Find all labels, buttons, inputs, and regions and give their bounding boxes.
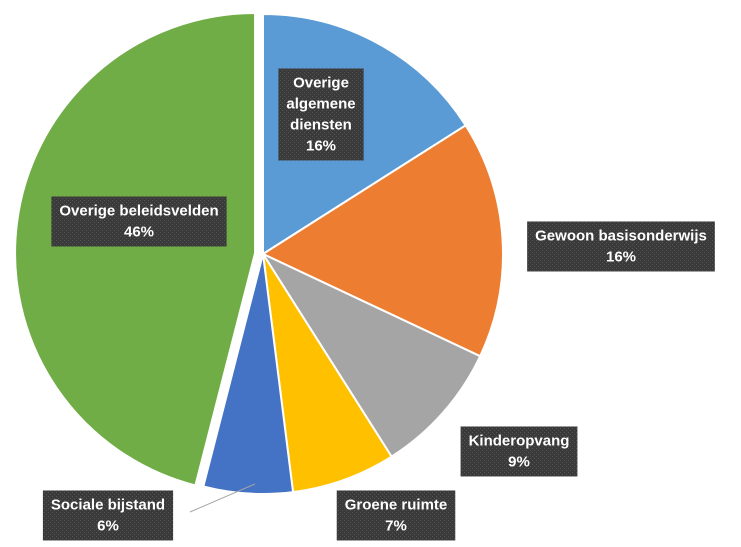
value-label: 6% [97,517,119,534]
label-box [42,490,174,541]
label-box [336,490,456,541]
category-label: Gewoon basisonderwijs [535,227,707,244]
category-label: Overige beleidsvelden [59,202,218,219]
pie-slice [260,124,504,358]
pie-slice [202,253,295,495]
label-box [527,221,715,272]
value-label: 46% [124,223,154,240]
label-box [278,68,364,161]
value-label: 7% [385,517,407,534]
category-label: Overige algemene diensten [286,74,355,133]
pie [14,11,504,495]
data-label: Gewoon basisonderwijs 16% [527,221,715,272]
label-box [460,426,578,477]
data-label: Overige beleidsvelden 46% [51,196,227,247]
data-label: Groene ruimte 7% [336,490,456,541]
label-box [51,196,227,247]
value-label: 16% [606,248,636,265]
category-label: Groene ruimte [345,496,448,513]
data-label: Sociale bijstand 6% [42,490,174,541]
value-label: 9% [508,453,530,470]
category-label: Kinderopvang [469,432,570,449]
pie-slice [260,251,482,459]
pie-slice [14,11,257,487]
leader-line [189,483,256,513]
pie-slice [262,253,393,494]
data-label: Kinderopvang 9% [460,426,578,477]
category-label: Sociale bijstand [51,496,165,513]
data-label: Overige algemene diensten 16% [278,68,364,161]
value-label: 16% [306,137,336,154]
